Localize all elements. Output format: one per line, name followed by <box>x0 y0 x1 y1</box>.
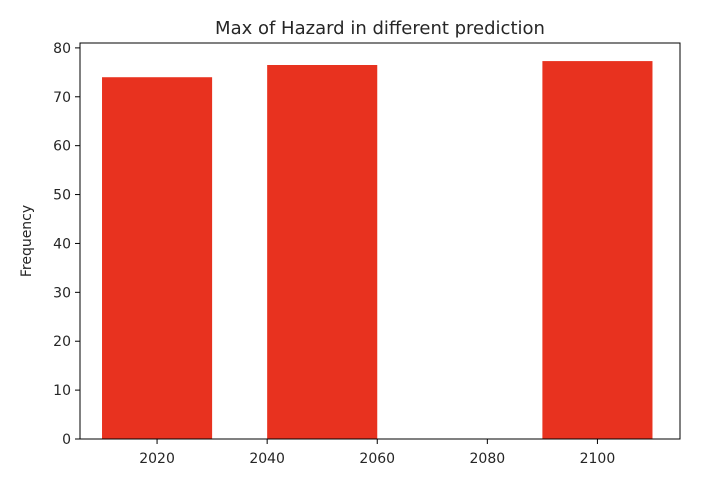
x-tick-label-2080: 2080 <box>470 451 506 467</box>
y-tick-label-40: 40 <box>53 236 71 252</box>
bar-2020 <box>102 77 213 439</box>
chart-title: Max of Hazard in different prediction <box>215 18 545 39</box>
y-axis-ticks: 0 10 20 30 40 50 60 70 80 <box>53 41 80 448</box>
y-tick-label-30: 30 <box>53 285 71 301</box>
x-tick-label-2040: 2040 <box>249 451 285 467</box>
y-tick-label-10: 10 <box>53 383 71 399</box>
bar-2050 <box>267 65 378 439</box>
y-tick-label-50: 50 <box>53 188 71 204</box>
y-tick-label-0: 0 <box>62 432 71 448</box>
x-tick-label-2100: 2100 <box>580 451 616 467</box>
plot-frame <box>79 42 681 440</box>
y-tick-label-60: 60 <box>53 139 71 155</box>
y-axis-label: Frequency <box>19 205 35 277</box>
y-tick-label-80: 80 <box>53 41 71 57</box>
x-axis-ticks: 2020 2040 2060 2080 2100 <box>139 439 615 467</box>
y-tick-label-70: 70 <box>53 90 71 106</box>
y-tick-label-20: 20 <box>53 334 71 350</box>
bar-2100 <box>542 61 653 440</box>
x-tick-label-2060: 2060 <box>359 451 395 467</box>
bars-group <box>102 61 653 440</box>
x-tick-label-2020: 2020 <box>139 451 175 467</box>
